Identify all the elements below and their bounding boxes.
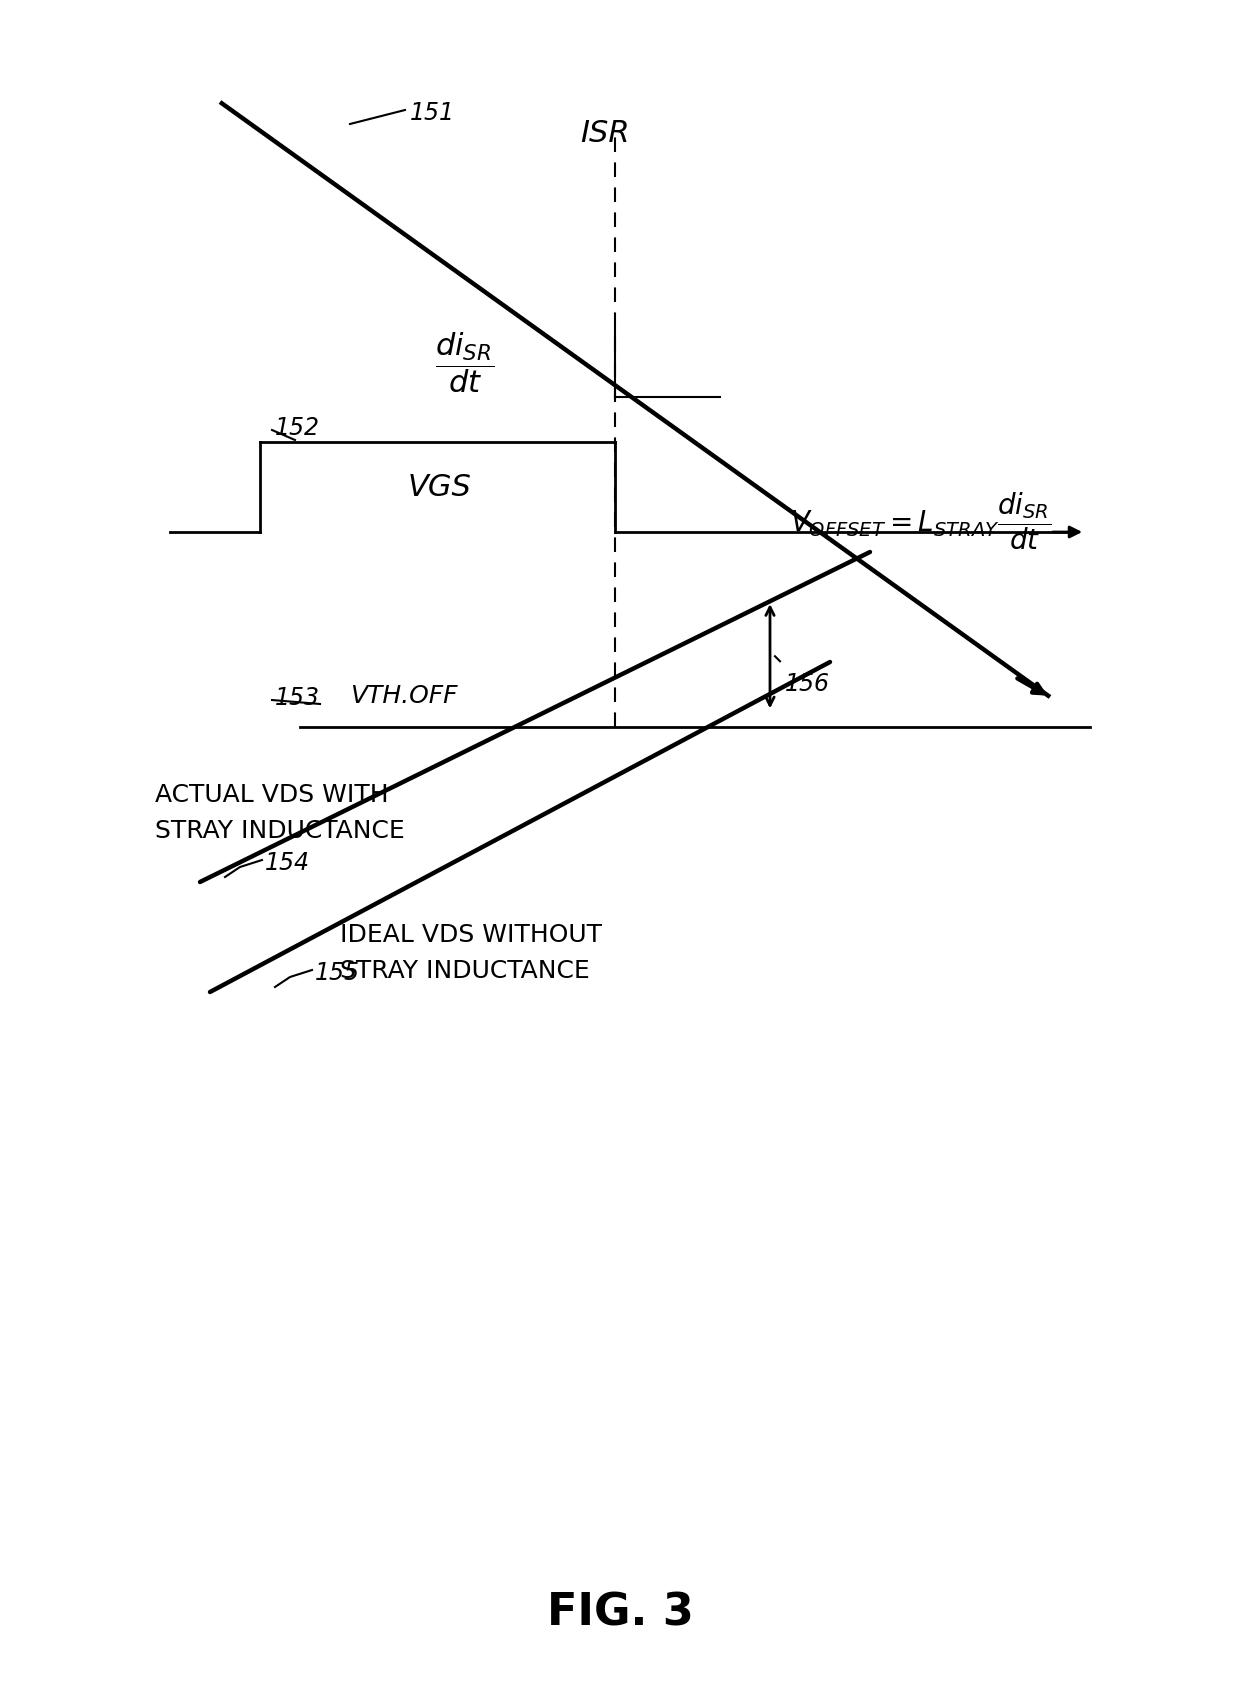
Text: VGS: VGS: [408, 473, 472, 503]
Text: 156: 156: [785, 671, 830, 696]
Text: $V_{OFFSET} = L_{STRAY}\dfrac{di_{SR}}{dt}$: $V_{OFFSET} = L_{STRAY}\dfrac{di_{SR}}{d…: [790, 491, 1052, 552]
Text: FIG. 3: FIG. 3: [547, 1591, 693, 1633]
Text: IDEAL VDS WITHOUT
STRAY INDUCTANCE: IDEAL VDS WITHOUT STRAY INDUCTANCE: [340, 923, 601, 982]
Text: $\dfrac{di_{SR}}{dt}$: $\dfrac{di_{SR}}{dt}$: [435, 330, 495, 395]
Text: 152: 152: [275, 415, 320, 439]
Text: 151: 151: [410, 101, 455, 124]
Text: 155: 155: [315, 960, 360, 984]
Text: ISR: ISR: [580, 119, 630, 148]
Text: ACTUAL VDS WITH
STRAY INDUCTANCE: ACTUAL VDS WITH STRAY INDUCTANCE: [155, 782, 404, 843]
Text: VTH.OFF: VTH.OFF: [350, 683, 458, 708]
Text: 154: 154: [265, 851, 310, 875]
Text: 153: 153: [275, 686, 320, 710]
